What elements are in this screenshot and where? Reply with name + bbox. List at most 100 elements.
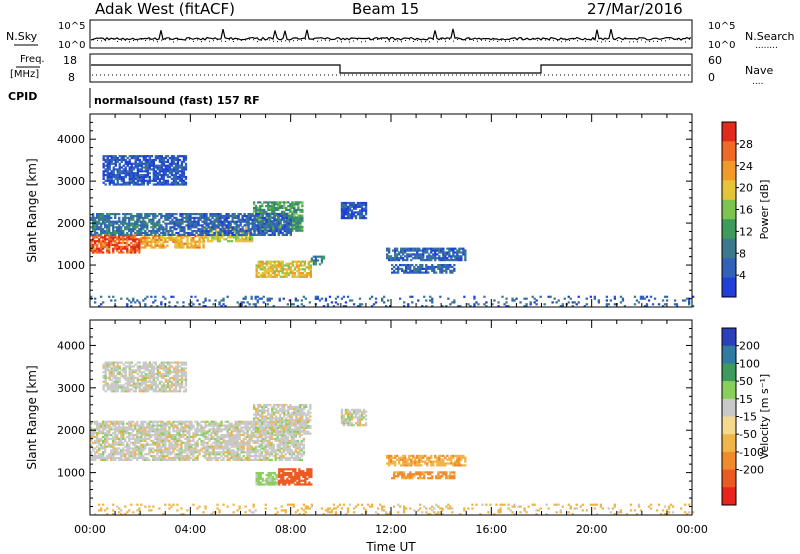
echo-cell: [124, 174, 127, 177]
echo-cell: [106, 243, 109, 247]
echo-cell: [243, 214, 246, 218]
echo-cell: [242, 422, 245, 425]
echo-cell: [199, 224, 202, 227]
echo-cell: [224, 443, 227, 446]
echo-cell: [185, 220, 188, 223]
echo-cell: [209, 213, 212, 216]
echo-cell: [188, 430, 191, 433]
echo-cell: [128, 172, 131, 175]
echo-cell: [170, 451, 173, 454]
echo-cell: [146, 235, 149, 238]
echo-cell: [172, 458, 175, 461]
echo-cell: [266, 456, 269, 460]
echo-cell: [183, 226, 186, 229]
echo-cell: [283, 228, 286, 231]
echo-cell: [152, 224, 155, 227]
echo-cell: [297, 222, 300, 225]
echo-cell: [186, 432, 189, 435]
noise-strip: N.Sky N.Search ........ 10^5 10^0 10^5 1…: [6, 19, 795, 51]
echo-cell: [100, 424, 103, 427]
echo-cell: [195, 231, 198, 235]
echo-cell: [287, 220, 290, 223]
echo-cell: [182, 172, 186, 175]
echo-cell: [192, 426, 195, 429]
echo-cell: [216, 426, 219, 429]
beam-title: Beam 15: [352, 0, 419, 18]
echo-cell: [179, 220, 182, 223]
echo-cell: [128, 160, 131, 163]
echo-cell: [280, 424, 283, 427]
echo-cell: [206, 456, 209, 460]
echo-cell: [245, 224, 248, 227]
echo-cell: [283, 273, 286, 277]
echo-cell: [246, 434, 249, 437]
echo-cell: [451, 271, 454, 274]
echo-cell: [192, 447, 195, 450]
echo-cell: [418, 253, 421, 256]
echo-cell: [167, 216, 170, 219]
echo-cell: [262, 295, 265, 298]
echo-cell: [593, 297, 596, 300]
y-tick-label: 2000: [57, 217, 85, 230]
echo-cell: [204, 430, 207, 433]
echo-cell: [108, 228, 111, 231]
echo-cell: [206, 432, 209, 435]
date-title: 27/Mar/2016: [587, 0, 683, 18]
echo-cell: [293, 268, 296, 271]
echo-cell: [110, 160, 113, 163]
echo-cell: [196, 244, 199, 247]
echo-cell: [297, 229, 300, 232]
echo-cell: [116, 441, 119, 444]
echo-cell: [194, 458, 197, 461]
echo-cell: [295, 266, 298, 269]
echo-cell: [202, 447, 205, 450]
echo-cell: [108, 426, 111, 429]
echo-cell: [186, 441, 189, 444]
echo-cell: [176, 244, 179, 247]
echo-cell: [132, 447, 135, 450]
echo-cell: [320, 259, 324, 262]
echo-cell: [122, 443, 125, 446]
echo-cell: [132, 172, 135, 175]
echo-cell: [431, 264, 434, 267]
echo-cell: [156, 453, 159, 456]
echo-cell: [585, 297, 588, 300]
echo-cell: [194, 441, 197, 444]
echo-cell: [152, 170, 155, 173]
echo-cell: [124, 214, 127, 218]
echo-cell: [174, 447, 177, 450]
echo-cell: [294, 458, 297, 461]
echo-cell: [142, 238, 145, 241]
echo-cell: [138, 243, 141, 247]
echo-cell: [158, 174, 161, 177]
echo-cell: [106, 177, 109, 180]
echo-cell: [271, 201, 274, 204]
echo-cell: [108, 226, 111, 229]
echo-cell: [263, 229, 266, 232]
echo-cell: [181, 226, 184, 229]
echo-cell: [419, 269, 422, 272]
echo-cell: [142, 456, 145, 460]
echo-cell: [561, 305, 564, 308]
echo-cell: [183, 213, 186, 216]
echo-cell: [106, 224, 109, 227]
echo-cell: [243, 230, 246, 233]
echo-cell: [389, 305, 392, 308]
echo-cell: [299, 229, 302, 232]
echo-cell: [144, 426, 147, 429]
echo-cell: [191, 220, 194, 223]
echo-cell: [264, 437, 267, 440]
echo-cell: [176, 183, 180, 186]
echo-cell: [263, 216, 266, 219]
echo-cell: [243, 228, 246, 231]
echo-cell: [263, 268, 266, 271]
echo-cell: [291, 212, 294, 215]
echo-cell: [204, 441, 207, 444]
echo-cell: [112, 295, 115, 298]
echo-cell: [182, 458, 185, 461]
echo-cell: [202, 455, 205, 458]
echo-cell: [98, 432, 101, 435]
echo-cell: [180, 441, 183, 444]
echo-cell: [414, 255, 417, 258]
echo-cell: [223, 230, 226, 233]
